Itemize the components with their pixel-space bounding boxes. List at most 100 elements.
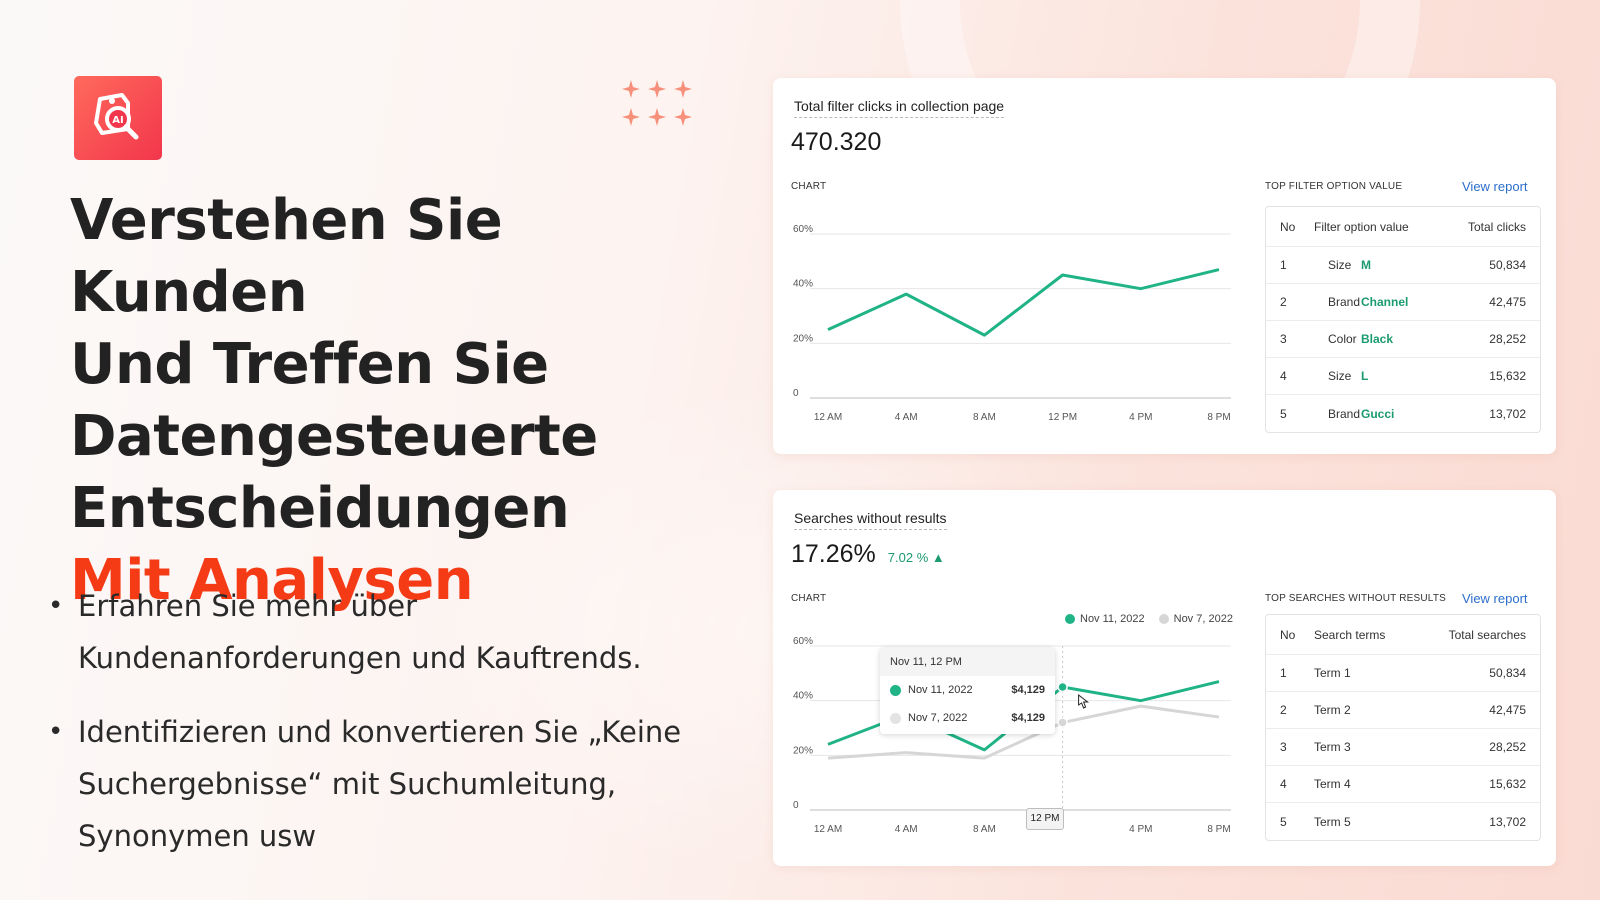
cell-total: 28,252: [1489, 740, 1526, 754]
cell-value: Gucci: [1361, 406, 1395, 421]
logo-text: AI: [112, 115, 123, 126]
cell-term: Term 2: [1314, 703, 1351, 717]
tooltip-title: Nov 11, 12 PM: [880, 648, 1055, 676]
cell-no: 5: [1280, 406, 1287, 421]
cell-type: Brand: [1328, 295, 1361, 309]
x-axis-hover-badge: 12 PM: [1026, 808, 1064, 830]
cell-no: 3: [1280, 332, 1287, 346]
y-tick-label: 60%: [793, 636, 813, 647]
card-title: Total filter clicks in collection page: [794, 98, 1005, 118]
legend-item[interactable]: Nov 7, 2022: [1158, 613, 1233, 625]
filter-clicks-card: Total filter clicks in collection page 4…: [773, 78, 1556, 454]
cell-total: 15,632: [1489, 777, 1526, 791]
table-header: No Search terms Total searches: [1266, 615, 1540, 655]
hover-point: [1057, 681, 1068, 693]
tooltip-value: $4,129: [1011, 684, 1045, 696]
headline-line: Datengesteuerte: [70, 404, 598, 469]
header-total-searches: Total searches: [1448, 627, 1526, 642]
chart-tooltip: Nov 11, 12 PM Nov 11, 2022 $4,129 Nov 7,…: [880, 648, 1055, 734]
feature-text: Identifizieren und konvertieren Sie „Kei…: [78, 715, 682, 853]
legend-swatch: [1158, 614, 1169, 624]
headline-accent: Mit Analysen: [70, 548, 474, 613]
tooltip-row: Nov 7, 2022 $4,129: [880, 704, 1055, 732]
cell-no: 4: [1280, 777, 1287, 791]
table-row: 5 Brand Gucci 13,702: [1266, 395, 1540, 432]
y-tick-label: 40%: [793, 279, 813, 290]
x-tick-label: 12 AM: [814, 824, 842, 835]
chart-label: CHART: [791, 181, 827, 192]
view-report-link[interactable]: View report: [1462, 179, 1528, 194]
table-row: 3 Term 3 28,252: [1266, 729, 1540, 766]
cell-total: 15,632: [1489, 369, 1526, 383]
y-tick-label: 60%: [793, 224, 813, 235]
series-line: [827, 268, 1220, 337]
x-tick-label: 4 AM: [895, 412, 918, 423]
cell-term: Term 1: [1314, 666, 1351, 680]
feature-item: • Erfahren Sie mehr über Kundenanforderun…: [46, 580, 726, 684]
tooltip-swatch: [890, 684, 901, 696]
table-row: 5 Term 5 13,702: [1266, 803, 1540, 840]
cell-total: 42,475: [1489, 295, 1526, 309]
searches-without-results-card: Searches without results 17.26% 7.02 % ▲…: [773, 490, 1556, 866]
metric-delta: 7.02 % ▲: [887, 550, 945, 565]
view-report-link[interactable]: View report: [1462, 591, 1528, 606]
y-tick-label: 40%: [793, 691, 813, 702]
y-tick-label: 0: [793, 800, 799, 811]
bullet-icon: •: [48, 717, 64, 747]
x-tick-label: 4 AM: [895, 824, 918, 835]
tag-search-ai-icon: AI: [94, 93, 139, 140]
x-tick-label: 8 AM: [973, 824, 996, 835]
cell-total: 42,475: [1489, 703, 1526, 717]
x-tick-label: 4 PM: [1129, 412, 1152, 423]
table-row: 3 Color Black 28,252: [1266, 321, 1540, 358]
headline-line: Verstehen Sie Kunden: [70, 188, 503, 325]
cell-term: Term 5: [1314, 814, 1351, 829]
cell-no: 1: [1280, 666, 1287, 680]
cell-term: Term 4: [1314, 777, 1351, 791]
cell-type: Color: [1328, 332, 1357, 346]
table-header: No Filter option value Total clicks: [1266, 207, 1540, 247]
cursor-shape: [1078, 693, 1090, 709]
cell-value: L: [1361, 369, 1369, 383]
cell-type: Size: [1328, 258, 1352, 272]
legend-item[interactable]: Nov 11, 2022: [1065, 613, 1145, 625]
table-row: 1 Term 1 50,834: [1266, 655, 1540, 692]
cell-value: Channel: [1361, 295, 1409, 309]
line-chart: 0 20% 40% 60% 12 AM 4 AM 8 AM 12 PM 4 PM 8 PM: [793, 224, 1231, 423]
x-tick-label: 12 AM: [814, 412, 842, 423]
x-tick-label: 8 PM: [1207, 824, 1230, 835]
header-filter-option: Filter option value: [1314, 219, 1409, 234]
header-no: No: [1280, 627, 1296, 642]
headline-line: Und Treffen Sie: [70, 332, 549, 397]
tooltip-label: Nov 11, 2022: [908, 684, 973, 696]
cell-total: 50,834: [1489, 666, 1526, 680]
y-tick-label: 20%: [793, 745, 813, 756]
cell-type: Size: [1328, 369, 1352, 383]
chart-label: CHART: [791, 593, 827, 604]
cell-no: 1: [1280, 258, 1287, 272]
cell-total: 28,252: [1489, 332, 1526, 346]
app-logo: AI: [74, 76, 162, 160]
y-tick-label: 0: [793, 388, 799, 399]
legend-label: Nov 7, 2022: [1173, 613, 1233, 625]
cell-no: 2: [1280, 295, 1287, 309]
cell-term: Term 3: [1314, 740, 1351, 754]
table-row: 2 Term 2 42,475: [1266, 692, 1540, 729]
legend-swatch: [1065, 614, 1075, 624]
cell-no: 5: [1280, 814, 1287, 829]
header-no: No: [1280, 219, 1296, 234]
card-title: Searches without results: [794, 510, 947, 530]
table-row: 4 Term 4 15,632: [1266, 766, 1540, 803]
table-row: 1 Size M 50,834: [1266, 247, 1540, 284]
table-row: 4 Size L 15,632: [1266, 358, 1540, 395]
tooltip-label: Nov 7, 2022: [908, 712, 968, 724]
feature-item: • Identifizieren und konvertieren Sie „Ke…: [46, 706, 726, 862]
feature-text: Erfahren Sie mehr über Kundenanforderung…: [78, 589, 642, 675]
metric-number: 17.26%: [791, 540, 876, 568]
cell-total: 13,702: [1489, 814, 1526, 829]
x-tick-label: 4 PM: [1129, 824, 1152, 835]
chart-legend: Nov 11, 2022 Nov 7, 2022: [1065, 613, 1233, 625]
hover-point: [1057, 717, 1068, 728]
cell-value: Black: [1361, 332, 1394, 346]
filter-option-table: No Filter option value Total clicks 1 Si…: [1265, 206, 1541, 433]
